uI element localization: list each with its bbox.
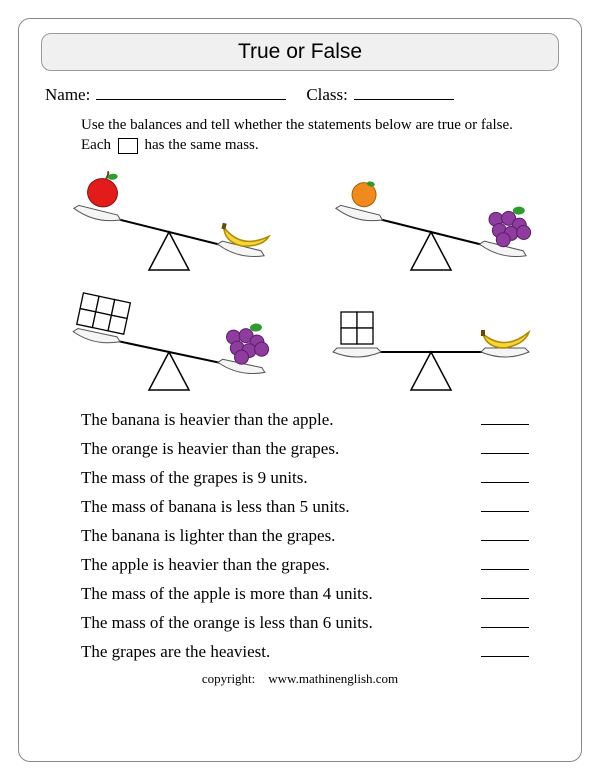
name-field: Name: [45, 85, 286, 105]
statement-row: The mass of banana is less than 5 units. [81, 497, 529, 517]
statement-row: The banana is heavier than the apple. [81, 410, 529, 430]
name-label: Name: [45, 85, 90, 105]
balance-boxes4-banana [307, 282, 555, 402]
answer-blank[interactable] [481, 569, 529, 570]
answer-blank[interactable] [481, 627, 529, 628]
statement-row: The grapes are the heaviest. [81, 642, 529, 662]
statement-row: The banana is lighter than the grapes. [81, 526, 529, 546]
answer-blank[interactable] [481, 540, 529, 541]
statement-text: The mass of the orange is less than 6 un… [81, 613, 373, 633]
instructions: Use the balances and tell whether the st… [41, 115, 559, 156]
statement-row: The mass of the orange is less than 6 un… [81, 613, 529, 633]
answer-blank[interactable] [481, 453, 529, 454]
answer-blank[interactable] [481, 511, 529, 512]
statement-text: The mass of the grapes is 9 units. [81, 468, 308, 488]
copyright-line: copyright: www.mathinenglish.com [41, 671, 559, 687]
class-label: Class: [306, 85, 348, 105]
statement-text: The orange is heavier than the grapes. [81, 439, 339, 459]
statement-text: The banana is lighter than the grapes. [81, 526, 335, 546]
statement-text: The grapes are the heaviest. [81, 642, 270, 662]
instructions-line1: Use the balances and tell whether the st… [81, 115, 529, 135]
answer-blank[interactable] [481, 424, 529, 425]
statement-row: The mass of the grapes is 9 units. [81, 468, 529, 488]
statement-text: The mass of banana is less than 5 units. [81, 497, 350, 517]
answer-blank[interactable] [481, 482, 529, 483]
balance-boxes6-grapes [45, 282, 293, 402]
statement-row: The apple is heavier than the grapes. [81, 555, 529, 575]
copyright-label: copyright: [202, 671, 255, 686]
statement-row: The orange is heavier than the grapes. [81, 439, 529, 459]
statement-row: The mass of the apple is more than 4 uni… [81, 584, 529, 604]
answer-blank[interactable] [481, 656, 529, 657]
balances-grid [41, 162, 559, 402]
instructions-line2: Each has the same mass. [81, 135, 529, 155]
copyright-url: www.mathinenglish.com [268, 671, 398, 686]
balance-apple-banana [45, 162, 293, 282]
unit-box-icon [118, 138, 138, 154]
class-field: Class: [306, 85, 454, 105]
worksheet-page: True or False Name: Class: Use the balan… [18, 18, 582, 762]
statements-list: The banana is heavier than the apple. Th… [41, 402, 559, 662]
statement-text: The apple is heavier than the grapes. [81, 555, 330, 575]
title-box: True or False [41, 33, 559, 71]
balance-orange-grapes [307, 162, 555, 282]
class-blank[interactable] [354, 99, 454, 100]
page-title: True or False [238, 40, 362, 63]
info-row: Name: Class: [41, 85, 559, 105]
answer-blank[interactable] [481, 598, 529, 599]
statement-text: The banana is heavier than the apple. [81, 410, 334, 430]
name-blank[interactable] [96, 99, 286, 100]
statement-text: The mass of the apple is more than 4 uni… [81, 584, 373, 604]
